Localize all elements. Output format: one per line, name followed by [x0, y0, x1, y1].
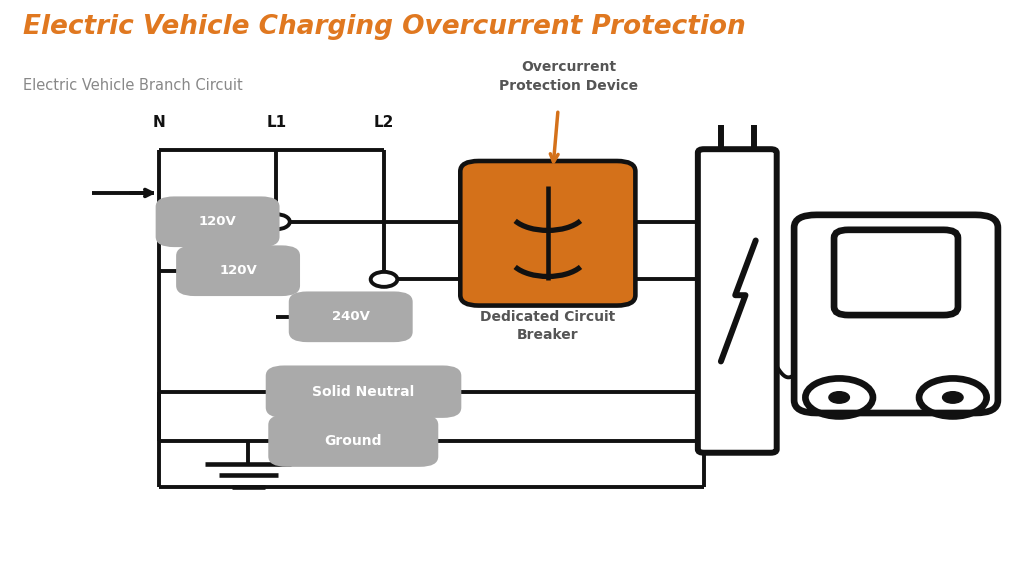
Text: Electric Vehicle Charging Overcurrent Protection: Electric Vehicle Charging Overcurrent Pr… [23, 14, 745, 40]
Text: 240V: 240V [332, 310, 370, 323]
FancyBboxPatch shape [156, 196, 280, 247]
Circle shape [942, 392, 963, 403]
Text: Solid Neutral: Solid Neutral [312, 385, 415, 399]
Text: Overcurrent
Protection Device: Overcurrent Protection Device [499, 60, 638, 93]
Text: Dedicated Circuit
Breaker: Dedicated Circuit Breaker [480, 310, 615, 342]
Text: L1: L1 [266, 115, 287, 130]
FancyBboxPatch shape [834, 230, 958, 315]
FancyBboxPatch shape [698, 149, 776, 453]
FancyBboxPatch shape [265, 366, 461, 418]
FancyBboxPatch shape [176, 245, 300, 296]
FancyBboxPatch shape [461, 161, 635, 306]
Text: 120V: 120V [199, 215, 237, 228]
Text: L2: L2 [374, 115, 394, 130]
Text: Electric Vehicle Branch Circuit: Electric Vehicle Branch Circuit [23, 78, 243, 93]
Circle shape [829, 392, 850, 403]
Circle shape [263, 214, 290, 229]
Text: N: N [153, 115, 165, 130]
FancyBboxPatch shape [268, 415, 438, 467]
Text: 120V: 120V [219, 264, 257, 277]
Circle shape [371, 272, 397, 287]
FancyBboxPatch shape [289, 291, 413, 342]
Text: Ground: Ground [325, 434, 382, 448]
FancyBboxPatch shape [795, 215, 997, 413]
